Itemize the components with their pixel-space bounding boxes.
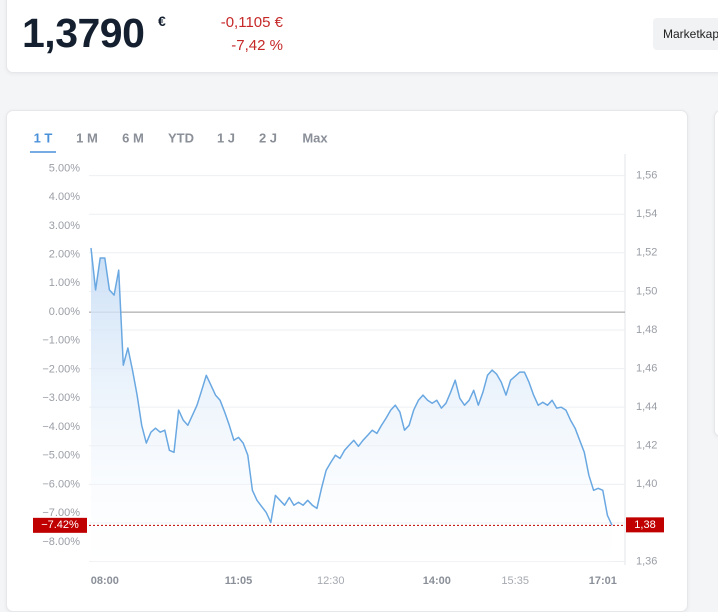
x-tick-label: 11:05 bbox=[225, 575, 253, 587]
current-pct-badge bbox=[33, 517, 87, 533]
y2-tick-label: 1,44 bbox=[636, 401, 657, 413]
area-fill bbox=[91, 248, 612, 565]
x-tick-label: 15:35 bbox=[501, 575, 529, 587]
range-tab[interactable]: 6 M bbox=[122, 130, 144, 145]
y2-tick-label: 1,52 bbox=[636, 247, 657, 259]
change-pct: -7,42 % bbox=[231, 37, 283, 54]
y2-tick-label: 1,40 bbox=[636, 478, 657, 490]
y-tick-label: −3.00% bbox=[42, 392, 80, 404]
range-tab[interactable]: 2 J bbox=[259, 130, 277, 145]
range-tab[interactable]: 1 M bbox=[76, 130, 98, 145]
current-price-badge bbox=[626, 517, 664, 533]
y2-tick-label: 1,42 bbox=[636, 440, 657, 452]
y2-tick-label: 1,50 bbox=[636, 285, 657, 297]
range-tab[interactable]: 1 J bbox=[217, 130, 235, 145]
y-tick-label: −4.00% bbox=[42, 421, 80, 433]
current-price-label: 1,38 bbox=[634, 519, 655, 531]
y-tick-label: 1.00% bbox=[49, 277, 80, 289]
y-tick-label: −7.00% bbox=[42, 507, 80, 519]
x-tick-label: 17:01 bbox=[589, 575, 617, 587]
y-tick-label: 2.00% bbox=[49, 249, 80, 261]
y2-tick-label: 1,36 bbox=[636, 555, 657, 567]
price: 1,3790 bbox=[22, 10, 145, 56]
currency: € bbox=[158, 13, 166, 29]
y-tick-label: −8.00% bbox=[42, 536, 80, 548]
y-tick-label: −5.00% bbox=[42, 450, 80, 462]
x-tick-label: 14:00 bbox=[423, 575, 451, 587]
y2-tick-label: 1,46 bbox=[636, 362, 657, 374]
x-tick-label: 08:00 bbox=[91, 575, 119, 587]
y-tick-label: −6.00% bbox=[42, 478, 80, 490]
y-tick-label: −1.00% bbox=[42, 335, 80, 347]
y-tick-label: 4.00% bbox=[49, 191, 80, 203]
x-tick-label: 12:30 bbox=[317, 575, 345, 587]
range-tab[interactable]: Max bbox=[302, 130, 328, 145]
y-tick-label: 3.00% bbox=[49, 220, 80, 232]
current-pct-label: −7.42% bbox=[41, 519, 79, 531]
quote-card bbox=[6, 0, 718, 73]
y-tick-label: 5.00% bbox=[49, 162, 80, 174]
y2-tick-label: 1,56 bbox=[636, 170, 657, 182]
y-tick-label: 0.00% bbox=[49, 306, 80, 318]
y2-tick-label: 1,48 bbox=[636, 324, 657, 336]
range-tab[interactable]: 1 T bbox=[34, 130, 53, 145]
y-tick-label: −2.00% bbox=[42, 363, 80, 375]
change: -0,1105 € bbox=[220, 14, 283, 31]
y2-tick-label: 1,54 bbox=[636, 208, 657, 220]
range-tab[interactable]: YTD bbox=[168, 130, 194, 145]
market-cap-button[interactable]: Marketkap bbox=[653, 18, 718, 50]
price-line bbox=[90, 247, 613, 526]
